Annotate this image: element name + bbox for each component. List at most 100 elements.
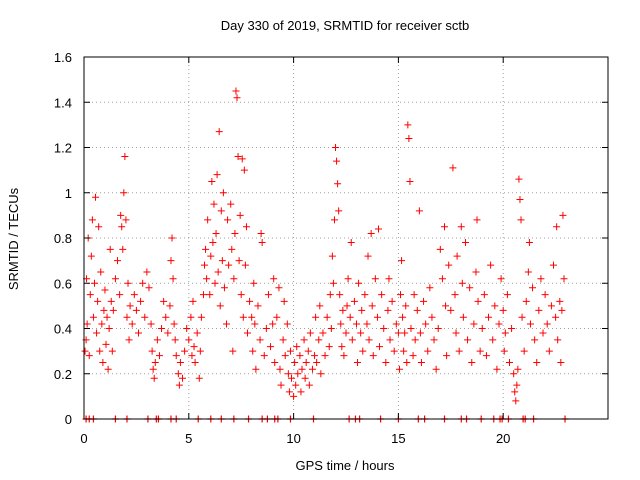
data-point <box>153 336 161 344</box>
data-point <box>228 245 236 253</box>
data-point <box>491 302 499 310</box>
data-point <box>190 343 198 351</box>
y-tick-labels: 0 0.2 0.4 0.6 0.8 1 1.2 1.4 1.6 <box>54 50 72 427</box>
data-point <box>179 374 187 382</box>
data-point <box>104 365 112 373</box>
data-point <box>402 302 410 310</box>
data-point <box>392 320 400 328</box>
data-point <box>553 223 561 231</box>
data-point <box>384 306 392 314</box>
data-point <box>493 365 501 373</box>
x-tick-label: 5 <box>185 431 192 446</box>
y-axis-label: SRMTID / TECUs <box>6 187 21 290</box>
data-point <box>430 336 438 344</box>
data-point <box>438 275 446 283</box>
data-point <box>195 374 203 382</box>
data-point <box>130 291 138 299</box>
data-point <box>288 374 296 382</box>
data-point <box>204 216 212 224</box>
data-point <box>232 87 240 95</box>
data-point <box>539 329 547 337</box>
data-point <box>526 320 534 328</box>
x-tick-label: 15 <box>391 431 405 446</box>
data-point <box>294 370 302 378</box>
data-point <box>191 358 199 366</box>
data-point <box>329 279 337 287</box>
data-point <box>171 336 179 344</box>
data-point <box>350 297 358 305</box>
data-point <box>277 381 285 389</box>
data-point <box>480 291 488 299</box>
data-point <box>428 313 436 321</box>
data-point <box>401 329 409 337</box>
data-point <box>141 313 149 321</box>
data-point <box>254 302 262 310</box>
data-point <box>119 245 127 253</box>
data-point <box>422 320 430 328</box>
data-point <box>339 306 347 314</box>
data-point <box>229 347 237 355</box>
data-point <box>124 279 132 287</box>
data-point <box>155 352 163 360</box>
data-point <box>246 297 254 305</box>
data-point <box>472 268 480 276</box>
data-point <box>304 347 312 355</box>
data-point <box>537 275 545 283</box>
data-point <box>101 286 109 294</box>
data-point <box>122 216 130 224</box>
data-point <box>283 320 291 328</box>
data-point <box>458 279 466 287</box>
data-point <box>396 291 404 299</box>
data-point <box>105 325 113 332</box>
data-point <box>248 313 256 321</box>
data-point <box>510 370 518 378</box>
data-point <box>193 329 201 337</box>
data-point <box>545 347 553 355</box>
data-point <box>348 336 356 344</box>
data-point <box>251 320 259 328</box>
data-point <box>325 343 333 351</box>
y-tick-label: 0 <box>65 412 72 427</box>
data-point <box>367 229 375 237</box>
data-point <box>118 223 126 231</box>
data-point <box>92 193 100 201</box>
data-point <box>185 336 193 344</box>
data-point <box>250 279 258 287</box>
data-point <box>236 211 244 219</box>
data-points <box>81 87 568 405</box>
data-point <box>468 358 476 366</box>
data-point <box>352 320 360 328</box>
data-point <box>552 313 560 321</box>
data-point <box>411 336 419 344</box>
data-point <box>449 164 457 172</box>
data-point <box>321 352 329 360</box>
data-point <box>206 291 214 299</box>
data-point <box>400 347 408 355</box>
data-point <box>335 207 343 215</box>
data-point <box>452 329 460 337</box>
data-point <box>434 325 442 332</box>
data-point <box>312 313 320 321</box>
x-tick-label: 20 <box>496 431 510 446</box>
data-point <box>306 329 314 337</box>
data-point <box>249 347 257 355</box>
data-point <box>407 325 415 332</box>
data-point <box>109 306 117 314</box>
data-point <box>293 343 301 351</box>
data-point <box>93 329 101 337</box>
data-point <box>201 261 209 269</box>
data-point <box>513 381 521 389</box>
data-point <box>323 313 331 321</box>
data-point <box>525 239 533 247</box>
data-point <box>220 284 228 292</box>
data-point <box>535 306 543 314</box>
data-point <box>413 306 421 314</box>
data-point <box>264 291 272 299</box>
data-point <box>291 358 299 366</box>
data-point <box>443 352 451 360</box>
data-point <box>132 306 140 314</box>
data-point <box>210 200 218 208</box>
data-point <box>90 279 98 287</box>
data-point <box>273 313 281 321</box>
y-tick-label: 0.2 <box>54 367 72 382</box>
